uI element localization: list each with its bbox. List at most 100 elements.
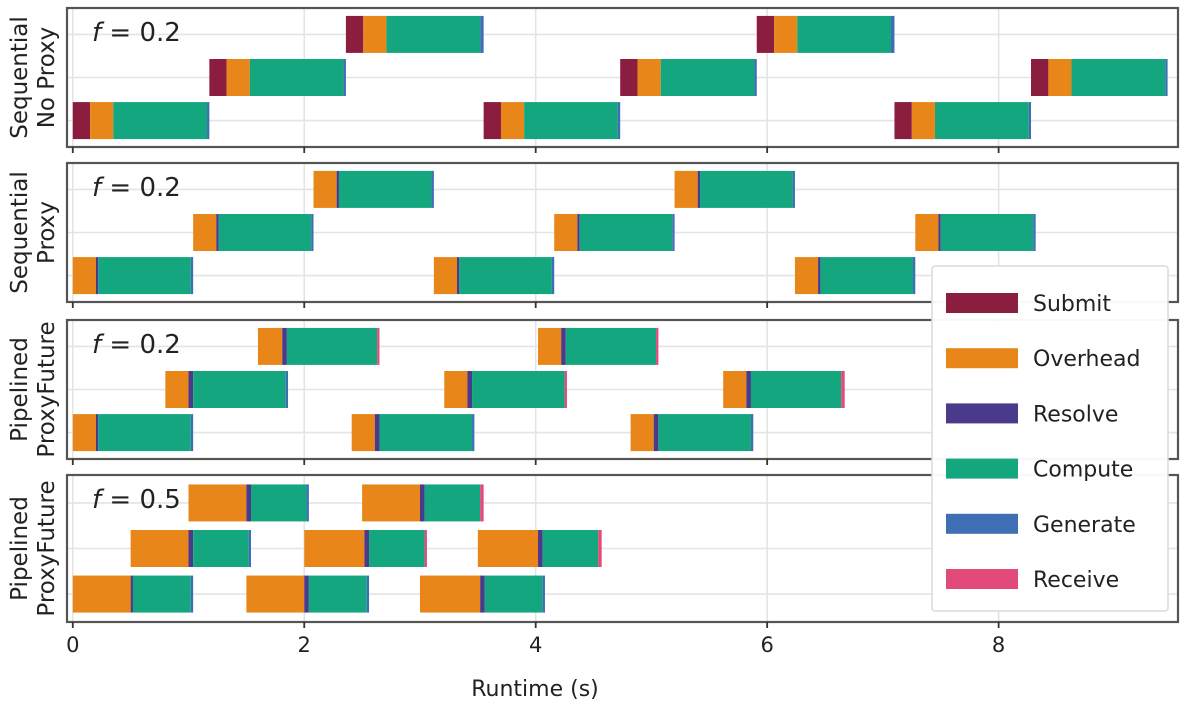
bar-segment-overhead: [363, 15, 387, 53]
bar-segment-overhead: [538, 327, 562, 365]
task-bar: [304, 530, 427, 567]
bar-segment-overhead: [90, 102, 114, 140]
bar-segment-compute: [658, 414, 751, 452]
bar-segment-resolve: [480, 575, 485, 613]
bar-segment-compute: [459, 257, 552, 295]
bar-segment-compute: [286, 327, 378, 365]
bar-segment-generate: [311, 214, 314, 251]
bar-segment-compute: [660, 59, 755, 96]
task-bar: [72, 257, 194, 295]
bar-segment-submit: [894, 102, 912, 140]
panel-ylabel-line2: ProxyFuture: [34, 321, 60, 457]
bar-segment-compute: [386, 15, 481, 53]
bar-segment-overhead: [774, 15, 798, 53]
bar-segment-compute: [1071, 59, 1166, 96]
bar-segment-generate: [890, 15, 895, 53]
bar-segment-overhead: [911, 102, 935, 140]
legend-label-generate: Generate: [1033, 513, 1136, 538]
bar-segment-compute: [98, 257, 191, 295]
bar-segment-submit: [756, 15, 775, 53]
bar-segment-compute: [797, 15, 891, 53]
task-bar: [351, 414, 475, 452]
x-axis: Runtime (s) 0 2 4 6 8: [66, 633, 1005, 702]
task-bar: [915, 214, 1036, 251]
bar-segment-resolve: [188, 371, 194, 408]
panel-frame: [65, 473, 1180, 624]
bar-segment-compute: [113, 102, 208, 140]
bar-segment-submit: [72, 102, 91, 140]
bar-segment-receive: [424, 530, 427, 567]
bar-segment-compute: [424, 484, 481, 522]
task-bar: [345, 15, 484, 53]
legend-label-compute: Compute: [1033, 458, 1133, 483]
legend-entry-resolve: Resolve: [946, 402, 1118, 427]
legend: Submit Overhead Resolve Compute Generate Rece…: [931, 265, 1169, 612]
x-tick-label: 4: [529, 633, 542, 657]
task-bar: [723, 371, 845, 408]
bar-segment-overhead: [304, 530, 365, 567]
panel-ylabel-line1: Pipelined: [7, 337, 33, 442]
bar-segment-compute: [700, 170, 793, 208]
bar-segment-generate: [472, 414, 475, 452]
bar-segment-resolve: [457, 257, 460, 295]
panel-1: f = 0.2 Sequential No Proxy: [7, 6, 1180, 153]
panel-frame: [65, 6, 1180, 149]
bar-segment-receive: [377, 327, 380, 365]
bar-segment-overhead: [433, 257, 458, 295]
bar-segment-overhead: [351, 414, 375, 452]
panel-ylabel-line2: ProxyFuture: [34, 480, 60, 616]
bar-segment-receive: [841, 371, 845, 408]
bar-segment-generate: [207, 102, 210, 140]
bar-segment-generate: [551, 257, 555, 295]
bar-segment-resolve: [467, 371, 473, 408]
panel-frame: [65, 161, 1180, 304]
panel-ylabel-line1: Sequential: [7, 171, 33, 294]
bar-segment-resolve: [336, 170, 339, 208]
bar-segment-receive: [564, 371, 567, 408]
bar-segment-compute: [193, 371, 286, 408]
x-tick-label: 6: [760, 633, 773, 657]
bar-segment-compute: [542, 530, 599, 567]
fraction-value: = 0.2: [101, 330, 181, 360]
bar-segment-compute: [369, 530, 425, 567]
bar-segment-generate: [542, 575, 545, 613]
fraction-label: f = 0.5: [92, 485, 181, 515]
bar-segment-overhead: [630, 414, 654, 452]
task-bar: [313, 170, 434, 208]
bar-segment-receive: [598, 530, 602, 567]
bar-segment-generate: [1028, 102, 1032, 140]
bar-segment-overhead: [313, 170, 337, 208]
bar-segment-compute: [132, 575, 191, 613]
legend-label-resolve: Resolve: [1033, 402, 1118, 427]
bar-segment-compute: [472, 371, 565, 408]
bar-segment-generate: [431, 170, 434, 208]
bar-segment-overhead: [257, 327, 283, 365]
bar-segment-generate: [366, 575, 370, 613]
bar-segment-resolve: [938, 214, 941, 251]
task-bar: [620, 59, 757, 96]
bar-segment-compute: [524, 102, 618, 140]
bar-segment-resolve: [577, 214, 580, 251]
bar-segment-resolve: [130, 575, 133, 613]
bar-segment-submit: [345, 15, 364, 53]
bar-segment-generate: [343, 59, 346, 96]
bar-segment-generate: [672, 214, 675, 251]
bar-segment-compute: [379, 414, 473, 452]
legend-swatch-receive: [946, 569, 1018, 589]
bar-segment-generate: [792, 170, 795, 208]
bar-segment-generate: [190, 575, 194, 613]
bar-segment-compute: [218, 214, 312, 251]
x-tick-label: 8: [992, 633, 1005, 657]
bar-segment-overhead: [72, 257, 96, 295]
bar-segment-resolve: [653, 414, 659, 452]
panel-4: f = 0.5 Pipelined ProxyFuture: [7, 473, 1180, 628]
bar-segment-generate: [750, 414, 754, 452]
task-bar: [246, 575, 370, 613]
bar-segment-overhead: [188, 484, 247, 522]
bar-segment-overhead: [130, 530, 189, 567]
bar-segment-resolve: [188, 530, 194, 567]
legend-swatch-generate: [946, 513, 1018, 534]
bar-segment-compute: [338, 170, 432, 208]
bar-segment-resolve: [374, 414, 380, 452]
